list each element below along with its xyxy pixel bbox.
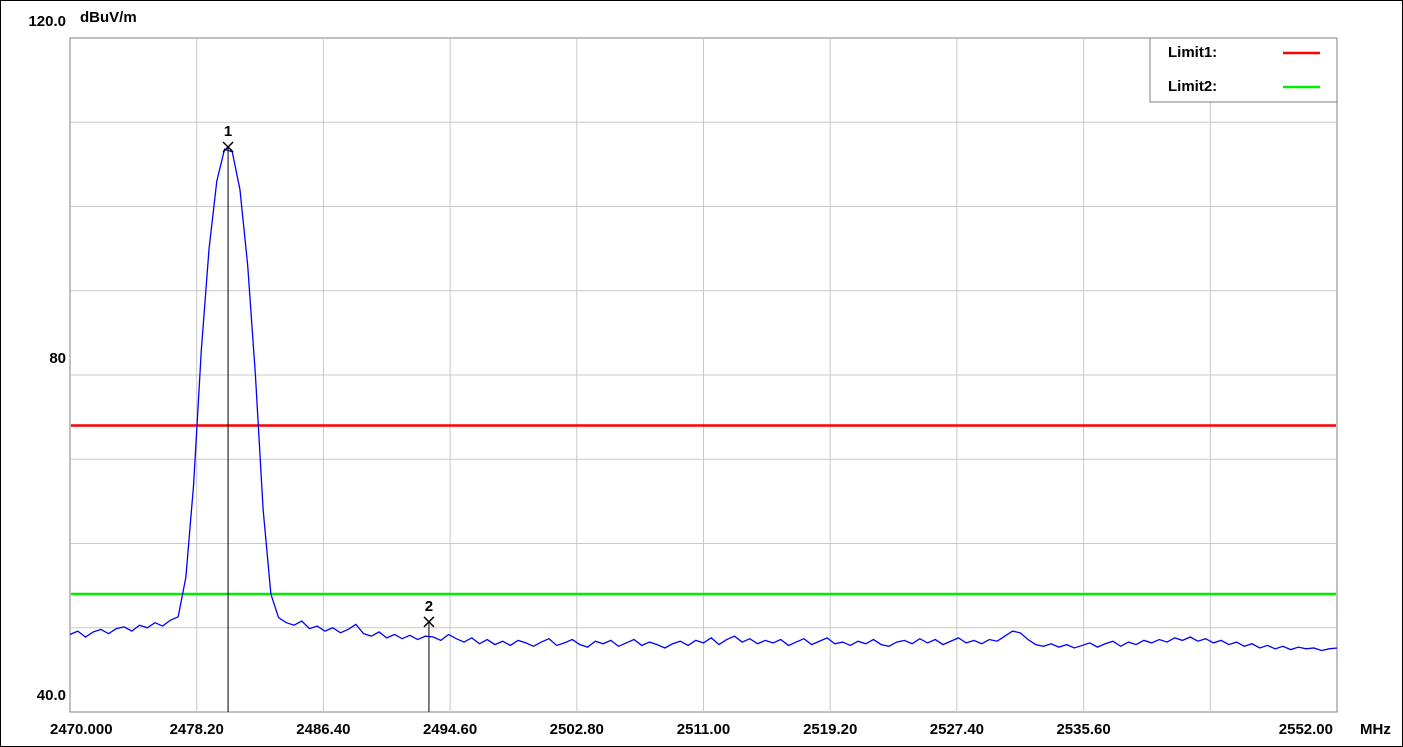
x-tick-label: 2552.00 bbox=[1279, 721, 1333, 738]
legend-label: Limit2: bbox=[1168, 78, 1217, 95]
x-tick-label: 2519.20 bbox=[803, 721, 857, 738]
trace bbox=[69, 148, 1338, 652]
legend bbox=[1149, 37, 1338, 103]
legend-label: Limit1: bbox=[1168, 44, 1217, 61]
y-tick-label: 80 bbox=[49, 350, 66, 367]
y-tick-label: 40.0 bbox=[37, 687, 66, 704]
y-unit: dBuV/m bbox=[80, 9, 137, 26]
marker-label: 1 bbox=[224, 123, 232, 140]
marker-cross bbox=[423, 616, 435, 628]
x-tick-label: 2535.60 bbox=[1056, 721, 1110, 738]
x-tick-label: 2494.60 bbox=[423, 721, 477, 738]
marker-cross bbox=[222, 141, 234, 153]
x-tick-label: 2511.00 bbox=[677, 721, 730, 738]
x-tick-label: 2478.20 bbox=[170, 721, 224, 738]
x-tick-label: 2502.80 bbox=[550, 721, 604, 738]
x-tick-label: 2470.000 bbox=[50, 721, 113, 738]
marker-label: 2 bbox=[425, 598, 433, 615]
x-tick-label: 2527.40 bbox=[930, 721, 984, 738]
y-tick-label: 120.0 bbox=[28, 13, 66, 30]
x-unit: MHz bbox=[1360, 721, 1391, 738]
x-tick-label: 2486.40 bbox=[296, 721, 350, 738]
